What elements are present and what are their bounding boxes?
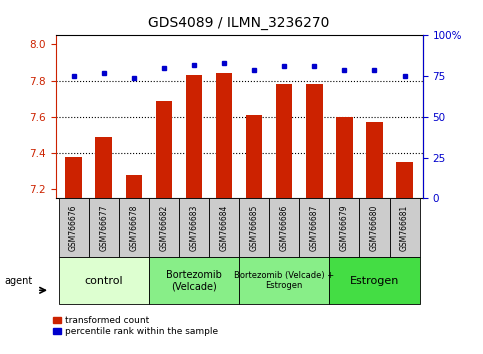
- Bar: [269, 198, 299, 257]
- Text: Bortezomib
(Velcade): Bortezomib (Velcade): [166, 270, 222, 291]
- Bar: [366, 122, 383, 198]
- Bar: [58, 198, 89, 257]
- Text: GSM766677: GSM766677: [99, 204, 108, 251]
- Bar: [216, 73, 232, 198]
- Text: GSM766683: GSM766683: [189, 204, 199, 251]
- Bar: [96, 137, 112, 198]
- Text: GSM766680: GSM766680: [370, 204, 379, 251]
- Bar: [149, 198, 179, 257]
- Text: GSM766684: GSM766684: [220, 204, 228, 251]
- Bar: [58, 257, 149, 304]
- Text: Estrogen: Estrogen: [350, 275, 399, 286]
- Text: GSM766686: GSM766686: [280, 204, 289, 251]
- Text: GSM766687: GSM766687: [310, 204, 319, 251]
- Bar: [329, 257, 420, 304]
- Text: agent: agent: [5, 275, 33, 286]
- Bar: [156, 101, 172, 198]
- Text: Bortezomib (Velcade) +
Estrogen: Bortezomib (Velcade) + Estrogen: [234, 271, 334, 290]
- Text: GSM766681: GSM766681: [400, 204, 409, 251]
- Bar: [246, 115, 262, 198]
- Bar: [209, 198, 239, 257]
- Bar: [239, 257, 329, 304]
- Bar: [185, 75, 202, 198]
- Bar: [389, 198, 420, 257]
- Bar: [126, 175, 142, 198]
- Bar: [359, 198, 389, 257]
- Text: control: control: [85, 275, 123, 286]
- Text: GSM766676: GSM766676: [69, 204, 78, 251]
- Bar: [149, 257, 239, 304]
- Text: GSM766685: GSM766685: [250, 204, 258, 251]
- Bar: [179, 198, 209, 257]
- Text: GSM766679: GSM766679: [340, 204, 349, 251]
- Legend: transformed count, percentile rank within the sample: transformed count, percentile rank withi…: [53, 316, 218, 336]
- Bar: [276, 84, 293, 198]
- Bar: [65, 156, 82, 198]
- Bar: [396, 162, 413, 198]
- Text: GDS4089 / ILMN_3236270: GDS4089 / ILMN_3236270: [148, 16, 330, 30]
- Bar: [329, 198, 359, 257]
- Text: GSM766678: GSM766678: [129, 204, 138, 251]
- Bar: [336, 117, 353, 198]
- Bar: [239, 198, 269, 257]
- Bar: [89, 198, 119, 257]
- Text: GSM766682: GSM766682: [159, 204, 169, 251]
- Bar: [299, 198, 329, 257]
- Bar: [119, 198, 149, 257]
- Bar: [306, 84, 323, 198]
